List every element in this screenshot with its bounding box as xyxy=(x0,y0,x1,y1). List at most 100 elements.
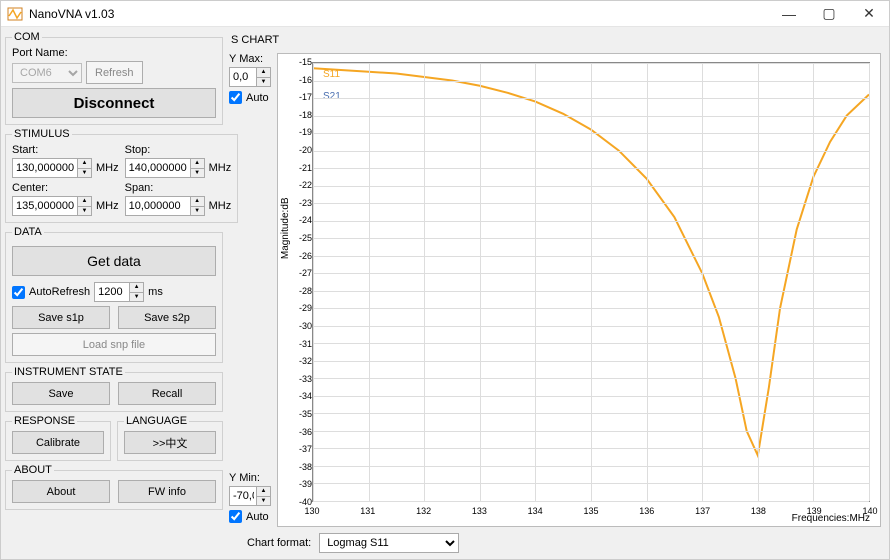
calibrate-button[interactable]: Calibrate xyxy=(12,431,104,454)
center-unit: MHz xyxy=(96,200,119,212)
schart-legend: S CHART xyxy=(227,31,885,49)
save-s1p-button[interactable]: Save s1p xyxy=(12,306,110,329)
left-panel: COM Port Name: COM6 Refresh Disconnect S… xyxy=(5,31,223,555)
language-legend: LANGUAGE xyxy=(124,415,189,427)
x-tick: 135 xyxy=(583,506,598,516)
legend-s21: S21 xyxy=(323,91,341,102)
chart-body: Y Max: ▲▼ Auto Y Min: ▲▼ Auto Magnitude:… xyxy=(227,49,885,527)
save-state-button[interactable]: Save xyxy=(12,382,110,405)
stimulus-legend: STIMULUS xyxy=(12,128,72,140)
y-tick: -33 xyxy=(290,374,312,384)
y-tick: -19 xyxy=(290,127,312,137)
com-legend: COM xyxy=(12,31,42,43)
refresh-button[interactable]: Refresh xyxy=(86,61,143,84)
y-tick: -28 xyxy=(290,286,312,296)
y-tick: -25 xyxy=(290,233,312,243)
ymin-spinner[interactable]: ▲▼ xyxy=(256,487,270,505)
x-tick: 131 xyxy=(360,506,375,516)
interval-spinner[interactable]: ▲▼ xyxy=(129,283,143,301)
close-button[interactable]: ✕ xyxy=(849,1,889,27)
y-tick: -26 xyxy=(290,251,312,261)
response-group: RESPONSE Calibrate xyxy=(5,415,111,461)
com-group: COM Port Name: COM6 Refresh Disconnect xyxy=(5,31,223,125)
recall-state-button[interactable]: Recall xyxy=(118,382,216,405)
maximize-button[interactable]: ▢ xyxy=(809,1,849,27)
x-tick: 137 xyxy=(695,506,710,516)
chart-format-label: Chart format: xyxy=(247,537,311,549)
y-tick: -20 xyxy=(290,145,312,155)
chart-format-select[interactable]: Logmag S11 xyxy=(319,533,459,553)
center-spinner[interactable]: ▲▼ xyxy=(77,197,91,215)
chart-footer: Chart format: Logmag S11 xyxy=(227,527,885,555)
ymin-auto-checkbox[interactable]: Auto xyxy=(229,510,275,523)
y-tick: -38 xyxy=(290,462,312,472)
data-group: DATA Get data AutoRefresh ▲▼ ms Save s1p… xyxy=(5,226,223,363)
y-tick: -29 xyxy=(290,303,312,313)
ymax-spinner[interactable]: ▲▼ xyxy=(256,68,270,86)
disconnect-button[interactable]: Disconnect xyxy=(12,88,216,118)
x-axis-label: Frequencies:MHz xyxy=(792,513,870,524)
data-legend: DATA xyxy=(12,226,44,238)
portname-label: Port Name: xyxy=(12,47,216,59)
start-unit: MHz xyxy=(96,162,119,174)
start-label: Start: xyxy=(12,144,119,156)
stop-spinner[interactable]: ▲▼ xyxy=(190,159,204,177)
port-select[interactable]: COM6 xyxy=(12,63,82,83)
center-label: Center: xyxy=(12,182,119,194)
about-group: ABOUT About FW info xyxy=(5,464,223,510)
instrument-legend: INSTRUMENT STATE xyxy=(12,366,125,378)
getdata-button[interactable]: Get data xyxy=(12,246,216,276)
y-tick: -39 xyxy=(290,479,312,489)
y-tick: -23 xyxy=(290,198,312,208)
y-tick: -21 xyxy=(290,163,312,173)
x-tick: 134 xyxy=(528,506,543,516)
span-label: Span: xyxy=(125,182,232,194)
y-tick: -16 xyxy=(290,75,312,85)
response-legend: RESPONSE xyxy=(12,415,77,427)
interval-unit: ms xyxy=(148,286,163,298)
load-snp-button[interactable]: Load snp file xyxy=(12,333,216,356)
content: COM Port Name: COM6 Refresh Disconnect S… xyxy=(1,27,889,559)
x-tick: 133 xyxy=(472,506,487,516)
ymin-label: Y Min: xyxy=(229,472,275,484)
y-tick: -15 xyxy=(290,57,312,67)
plot: Magnitude:dB Frequencies:MHz S11 S21 -15… xyxy=(277,53,881,527)
ymax-auto-checkbox[interactable]: Auto xyxy=(229,91,275,104)
y-tick: -24 xyxy=(290,215,312,225)
y-tick: -32 xyxy=(290,356,312,366)
y-tick: -22 xyxy=(290,180,312,190)
stimulus-group: STIMULUS Start: ▲▼ MHz Stop: ▲▼ MHz xyxy=(5,128,238,223)
y-tick: -37 xyxy=(290,444,312,454)
language-button[interactable]: >>中文 xyxy=(124,431,216,454)
app-window: NanoVNA v1.03 — ▢ ✕ COM Port Name: COM6 … xyxy=(0,0,890,560)
stop-label: Stop: xyxy=(125,144,232,156)
y-tick: -35 xyxy=(290,409,312,419)
y-tick: -34 xyxy=(290,391,312,401)
y-tick: -18 xyxy=(290,110,312,120)
autorefresh-checkbox[interactable]: AutoRefresh xyxy=(12,286,90,299)
span-spinner[interactable]: ▲▼ xyxy=(190,197,204,215)
y-tick: -27 xyxy=(290,268,312,278)
x-tick: 140 xyxy=(862,506,877,516)
about-legend: ABOUT xyxy=(12,464,54,476)
x-tick: 139 xyxy=(807,506,822,516)
window-title: NanoVNA v1.03 xyxy=(29,7,769,21)
instrument-group: INSTRUMENT STATE Save Recall xyxy=(5,366,223,412)
x-tick: 130 xyxy=(304,506,319,516)
legend-s11: S11 xyxy=(323,69,340,80)
right-panel: S CHART Y Max: ▲▼ Auto Y Min: ▲▼ Auto Ma xyxy=(227,31,885,555)
titlebar: NanoVNA v1.03 — ▢ ✕ xyxy=(1,1,889,27)
save-s2p-button[interactable]: Save s2p xyxy=(118,306,216,329)
start-spinner[interactable]: ▲▼ xyxy=(77,159,91,177)
x-tick: 136 xyxy=(639,506,654,516)
minimize-button[interactable]: — xyxy=(769,1,809,27)
fwinfo-button[interactable]: FW info xyxy=(118,480,216,503)
about-button[interactable]: About xyxy=(12,480,110,503)
y-tick: -36 xyxy=(290,427,312,437)
window-controls: — ▢ ✕ xyxy=(769,1,889,27)
y-tick: -31 xyxy=(290,339,312,349)
y-controls: Y Max: ▲▼ Auto Y Min: ▲▼ Auto xyxy=(227,49,277,527)
plot-area: S11 S21 xyxy=(312,62,870,502)
language-group: LANGUAGE >>中文 xyxy=(117,415,223,461)
y-tick: -30 xyxy=(290,321,312,331)
